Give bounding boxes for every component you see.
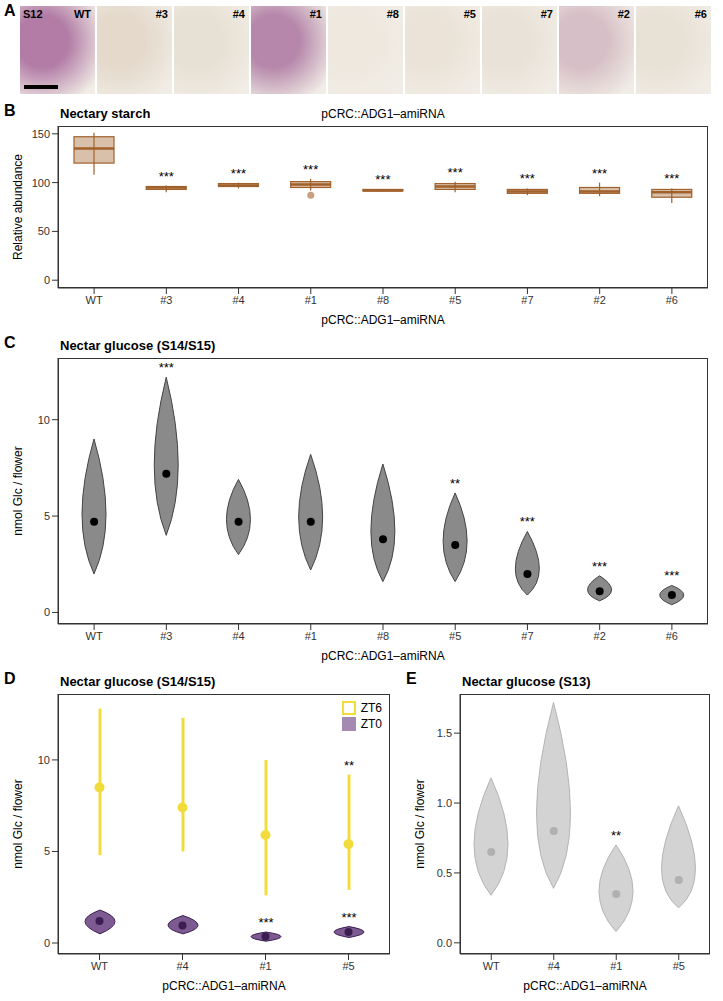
svg-text:***: *** <box>664 568 679 583</box>
svg-text:0.0: 0.0 <box>437 937 452 949</box>
html-text:S12: S12 <box>23 8 43 20</box>
svg-text:pCRC::ADG1–amiRNA: pCRC::ADG1–amiRNA <box>321 649 444 663</box>
svg-text:#5: #5 <box>449 294 461 306</box>
svg-text:***: *** <box>520 514 535 529</box>
html-text:pCRC::ADG1–amiRNA: pCRC::ADG1–amiRNA <box>321 107 445 121</box>
svg-text:1.5: 1.5 <box>437 727 452 739</box>
svg-text:#4: #4 <box>548 960 560 972</box>
svg-text:nmol Glc / flower: nmol Glc / flower <box>413 779 427 868</box>
svg-text:pCRC::ADG1–amiRNA: pCRC::ADG1–amiRNA <box>523 979 646 993</box>
svg-text:**: ** <box>450 476 460 491</box>
svg-text:1.0: 1.0 <box>437 797 452 809</box>
html-text:E: E <box>406 670 417 687</box>
svg-text:#8: #8 <box>377 630 389 642</box>
svg-text:pCRC::ADG1–amiRNA: pCRC::ADG1–amiRNA <box>162 979 285 993</box>
svg-text:0: 0 <box>44 937 50 949</box>
svg-text:***: *** <box>258 915 273 930</box>
html-text:D: D <box>4 670 16 687</box>
svg-text:#6: #6 <box>666 294 678 306</box>
svg-text:5: 5 <box>44 845 50 857</box>
svg-text:***: *** <box>341 910 356 925</box>
html-text:WT: WT <box>73 8 91 20</box>
html-text:Nectar glucose (S14/S15): Nectar glucose (S14/S15) <box>60 338 216 353</box>
svg-text:***: *** <box>448 165 463 180</box>
svg-text:**: ** <box>611 828 621 843</box>
svg-text:***: *** <box>520 171 535 186</box>
html-text:#2: #2 <box>617 8 630 20</box>
svg-text:#7: #7 <box>521 630 533 642</box>
svg-text:WT: WT <box>86 294 103 306</box>
svg-text:***: *** <box>664 171 679 186</box>
svg-text:***: *** <box>592 559 607 574</box>
svg-text:***: *** <box>159 360 174 375</box>
svg-text:100: 100 <box>32 177 50 189</box>
svg-text:0: 0 <box>44 274 50 286</box>
svg-text:***: *** <box>375 172 390 187</box>
svg-text:#5: #5 <box>673 960 685 972</box>
svg-text:#1: #1 <box>305 294 317 306</box>
html-text:#1: #1 <box>309 8 322 20</box>
svg-text:#5: #5 <box>342 960 354 972</box>
svg-text:#1: #1 <box>305 630 317 642</box>
svg-text:#4: #4 <box>176 960 188 972</box>
html-text:#7: #7 <box>540 8 553 20</box>
svg-text:#4: #4 <box>232 630 244 642</box>
svg-text:Relative abundance: Relative abundance <box>11 154 25 260</box>
svg-text:#2: #2 <box>594 294 606 306</box>
svg-text:**: ** <box>344 758 354 773</box>
svg-text:#5: #5 <box>449 630 461 642</box>
svg-text:***: *** <box>592 166 607 181</box>
svg-text:***: *** <box>303 162 318 177</box>
svg-text:nmol Glc / flower: nmol Glc / flower <box>11 779 25 868</box>
svg-text:50: 50 <box>38 225 50 237</box>
svg-text:WT: WT <box>86 630 103 642</box>
svg-text:0: 0 <box>44 606 50 618</box>
html-text:#5: #5 <box>463 8 476 20</box>
html-text:B: B <box>4 102 16 119</box>
svg-text:WT: WT <box>483 960 500 972</box>
html-text:ZT0: ZT0 <box>360 717 382 731</box>
svg-text:#6: #6 <box>666 630 678 642</box>
svg-text:pCRC::ADG1–amiRNA: pCRC::ADG1–amiRNA <box>321 313 444 327</box>
svg-text:#8: #8 <box>377 294 389 306</box>
svg-text:10: 10 <box>38 754 50 766</box>
svg-text:150: 150 <box>32 128 50 140</box>
svg-text:#4: #4 <box>232 294 244 306</box>
html-text:A: A <box>4 2 16 19</box>
svg-text:#1: #1 <box>610 960 622 972</box>
html-text:Nectar glucose (S14/S15): Nectar glucose (S14/S15) <box>60 674 216 689</box>
svg-text:***: *** <box>159 169 174 184</box>
svg-text:#2: #2 <box>594 630 606 642</box>
html-text:C: C <box>4 334 16 351</box>
svg-text:***: *** <box>231 166 246 181</box>
svg-text:#3: #3 <box>160 294 172 306</box>
html-text:ZT6: ZT6 <box>360 701 382 715</box>
svg-text:WT: WT <box>91 960 108 972</box>
html-text:Nectary starch: Nectary starch <box>60 106 151 121</box>
html-text:#4: #4 <box>232 8 245 20</box>
svg-text:5: 5 <box>44 510 50 522</box>
html-text:#8: #8 <box>386 8 399 20</box>
svg-text:10: 10 <box>38 414 50 426</box>
html-text:#3: #3 <box>155 8 168 20</box>
svg-text:#1: #1 <box>259 960 271 972</box>
html-text:Nectar glucose (S13): Nectar glucose (S13) <box>462 674 591 689</box>
svg-text:#3: #3 <box>160 630 172 642</box>
svg-text:#7: #7 <box>521 294 533 306</box>
svg-text:nmol Glc / flower: nmol Glc / flower <box>11 446 25 535</box>
svg-text:0.5: 0.5 <box>437 867 452 879</box>
html-text:#6: #6 <box>694 8 707 20</box>
